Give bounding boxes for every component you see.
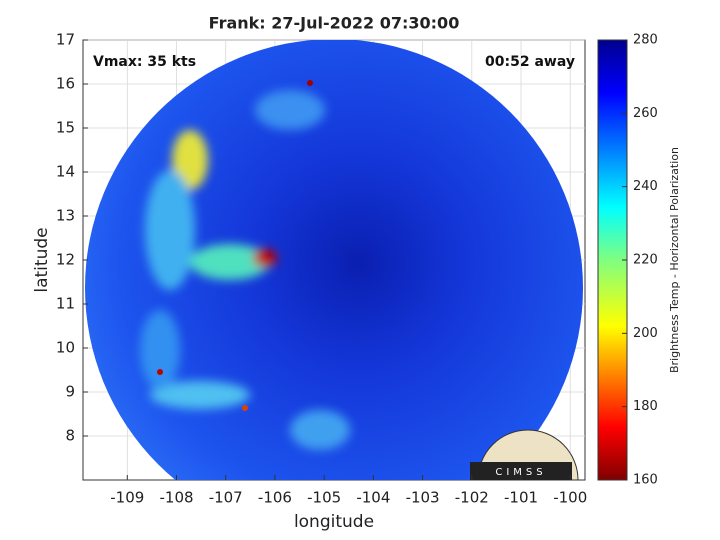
x-tick-label: -105 bbox=[307, 489, 341, 507]
colorbar-tick-label: 160 bbox=[633, 473, 658, 488]
y-tick-label: 17 bbox=[56, 31, 75, 49]
x-tick-label: -103 bbox=[406, 489, 440, 507]
annotation: 00:52 away bbox=[485, 54, 575, 70]
x-tick-label: -107 bbox=[209, 489, 243, 507]
colorbar-tick-label: 220 bbox=[633, 253, 658, 268]
y-tick-label: 8 bbox=[65, 427, 75, 445]
x-tick-label: -100 bbox=[553, 489, 587, 507]
colorbar-tick-label: 260 bbox=[633, 106, 658, 121]
x-tick-label: -109 bbox=[110, 489, 144, 507]
y-tick-label: 13 bbox=[56, 207, 75, 225]
colorbar-tick-label: 280 bbox=[633, 33, 658, 48]
colorbar-label: Brightness Temp - Horizontal Polarizatio… bbox=[668, 147, 681, 373]
annotation: Vmax: 35 kts bbox=[93, 54, 196, 70]
x-tick-label: -108 bbox=[159, 489, 193, 507]
satellite-image bbox=[85, 40, 583, 480]
y-tick-label: 16 bbox=[56, 75, 75, 93]
chart-title: Frank: 27-Jul-2022 07:30:00 bbox=[209, 14, 460, 33]
y-tick-label: 10 bbox=[56, 339, 75, 357]
logo: CIMSS bbox=[470, 429, 579, 481]
x-tick-label: -102 bbox=[455, 489, 489, 507]
colorbar-tick-label: 240 bbox=[633, 179, 658, 194]
x-tick-label: -104 bbox=[356, 489, 390, 507]
logo-text: CIMSS bbox=[495, 467, 546, 478]
y-axis-label: latitude bbox=[32, 227, 52, 292]
colorbar-tick-label: 200 bbox=[633, 326, 658, 341]
y-tick-label: 14 bbox=[56, 163, 75, 181]
x-axis-label: longitude bbox=[294, 512, 374, 532]
y-tick-label: 9 bbox=[65, 383, 75, 401]
x-tick-label: -101 bbox=[504, 489, 538, 507]
y-tick-label: 15 bbox=[56, 119, 75, 137]
y-tick-label: 12 bbox=[56, 251, 75, 269]
y-tick-label: 11 bbox=[56, 295, 75, 313]
colorbar-tick-label: 180 bbox=[633, 399, 658, 414]
x-tick-label: -106 bbox=[258, 489, 292, 507]
